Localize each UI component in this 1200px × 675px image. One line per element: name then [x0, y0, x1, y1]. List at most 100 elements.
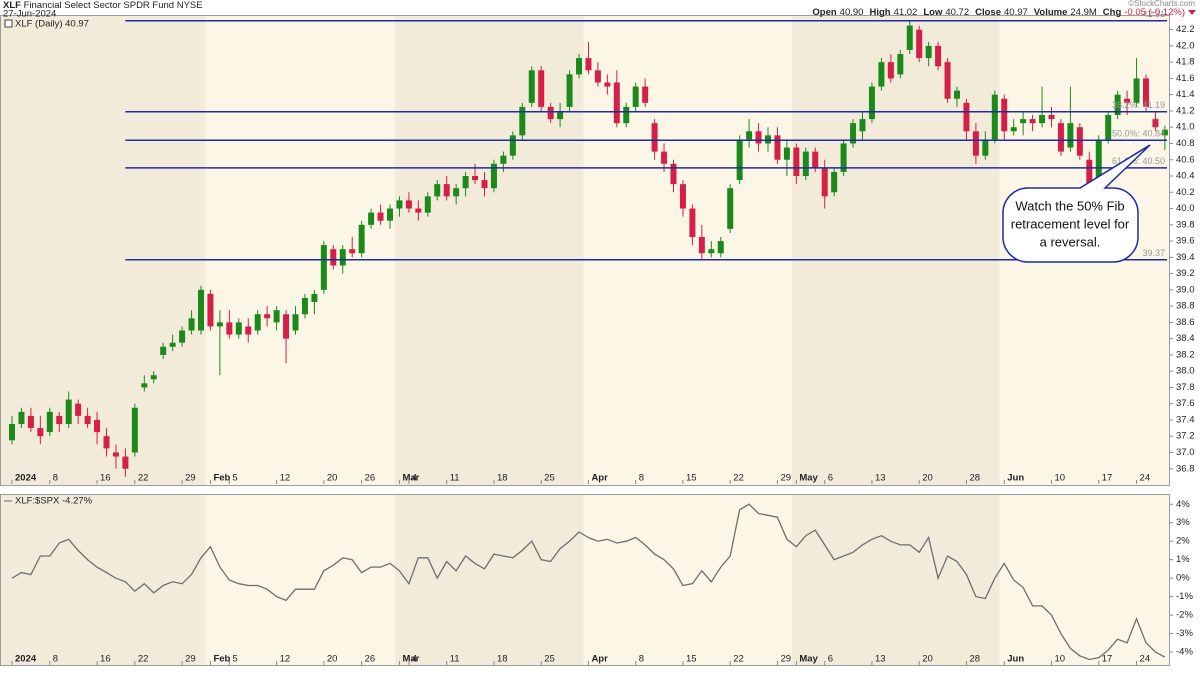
- x-tick-label: Jun: [1007, 654, 1024, 665]
- candle-body: [245, 326, 252, 335]
- credit: ©StockCharts.com: [1128, 0, 1195, 8]
- candle-body: [273, 310, 280, 323]
- candle-body: [27, 415, 34, 429]
- month-band: [999, 495, 1170, 665]
- y-tick-label: 41.8: [1176, 57, 1195, 68]
- candle-body: [368, 212, 375, 225]
- x-tick-label: 22: [733, 473, 744, 484]
- quote-value: 24.9M: [1070, 7, 1096, 18]
- candle-body: [235, 322, 242, 335]
- candle-body: [632, 86, 639, 107]
- y-tick-label: 3%: [1176, 517, 1190, 528]
- candle-body: [160, 346, 167, 355]
- x-tick-label: Mar: [402, 654, 419, 665]
- candle-body: [755, 131, 762, 144]
- month-band: [0, 15, 206, 485]
- candle-body: [727, 188, 734, 229]
- candle-body: [670, 163, 677, 185]
- candle-body: [897, 54, 904, 75]
- x-tick-label: 17: [1102, 654, 1113, 665]
- x-tick-label: 10: [1055, 654, 1066, 665]
- candle-body: [821, 167, 828, 197]
- x-tick-label: 20: [922, 473, 933, 484]
- candle-body: [519, 106, 526, 136]
- candle-body: [46, 411, 53, 433]
- y-tick-label: 40.4: [1176, 171, 1195, 182]
- x-tick-label: 8: [53, 473, 58, 484]
- y-tick-label: 4%: [1176, 499, 1190, 510]
- x-tick-label: 8: [53, 654, 58, 665]
- down-arrow: [1188, 10, 1196, 15]
- quote-label: Open: [812, 7, 836, 18]
- plot: 42.31 38.2%: 41.19 50.0%: 40.84 61.8%: 40.5…: [9, 9, 1168, 661]
- candle-body: [1010, 127, 1017, 132]
- candle-body: [112, 452, 119, 457]
- candle-body: [216, 322, 223, 327]
- candle-body: [131, 407, 138, 453]
- candle-body: [935, 45, 942, 67]
- y-tick-label: 39.2: [1176, 268, 1195, 279]
- fib-label: 61.8%: 40.50: [1112, 156, 1165, 166]
- y-tick-label: -4%: [1176, 647, 1193, 658]
- candle-body: [868, 86, 875, 120]
- x-tick-label: 20: [327, 473, 338, 484]
- candle-body: [462, 176, 469, 189]
- x-tick-label: Jun: [1007, 473, 1024, 484]
- x-tick-label: 29: [780, 473, 791, 484]
- x-tick-label: 24: [1140, 654, 1151, 665]
- y-tick-label: 40.6: [1176, 154, 1195, 165]
- candle-body: [906, 25, 913, 50]
- candle-body: [75, 403, 82, 416]
- candle-body: [793, 147, 800, 177]
- x-tick-label: 8: [639, 473, 644, 484]
- x-tick-label: 26: [365, 654, 376, 665]
- candle-body: [1057, 123, 1064, 152]
- candle-body: [689, 208, 696, 237]
- y-tick-label: 38.0: [1176, 366, 1195, 377]
- candle-body: [972, 131, 979, 156]
- y-tick-label: 41.4: [1176, 89, 1195, 100]
- quote-value: -0.05 (-0.12%): [1124, 7, 1185, 18]
- candle-body: [1095, 139, 1102, 185]
- legend-icon: [4, 19, 13, 28]
- candle-body: [1152, 119, 1159, 128]
- quote-value: 40.97: [1004, 7, 1028, 18]
- date: 27-Jun-2024: [3, 9, 56, 20]
- x-tick-label: Mar: [402, 473, 419, 484]
- x-tick-label: 13: [875, 654, 886, 665]
- candle-body: [963, 102, 970, 132]
- candle-body: [358, 224, 365, 254]
- candle-body: [982, 139, 989, 156]
- candle-body: [56, 415, 63, 425]
- main-frame: [0, 15, 1170, 486]
- y-tick-label: 37.8: [1176, 382, 1195, 393]
- y-tick-label: -3%: [1176, 628, 1193, 639]
- candle-body: [547, 106, 554, 120]
- x-tick-label: 12: [280, 473, 291, 484]
- legend: XLF (Daily) 40.97: [15, 19, 89, 30]
- y-tick-label: 38.8: [1176, 301, 1195, 312]
- y-tick-label: 39.6: [1176, 236, 1195, 247]
- candle-body: [557, 110, 564, 120]
- candle-body: [585, 58, 592, 71]
- candle-body: [783, 147, 790, 160]
- y-tick-label: 2%: [1176, 536, 1190, 547]
- candle-body: [1001, 98, 1008, 132]
- candle-body: [1161, 129, 1168, 136]
- quote-value: 41.02: [894, 7, 918, 18]
- y-tick-label: 37.2: [1176, 431, 1195, 442]
- legend: XLF:$SPX -4.27%: [15, 496, 93, 507]
- candle-body: [576, 58, 582, 75]
- candle-body: [264, 314, 271, 319]
- fib-label: 39.37: [1142, 248, 1165, 258]
- x-tick-label: Feb: [213, 654, 230, 665]
- candle-body: [623, 106, 630, 124]
- month-band: [394, 495, 584, 665]
- callout-text: retracement level for: [1011, 216, 1130, 231]
- y-tick-label: 41.2: [1176, 105, 1195, 116]
- candle-body: [613, 82, 620, 124]
- y-tick-label: 37.4: [1176, 414, 1195, 425]
- x-tick-label: 11: [450, 654, 460, 665]
- candle-body: [424, 196, 431, 213]
